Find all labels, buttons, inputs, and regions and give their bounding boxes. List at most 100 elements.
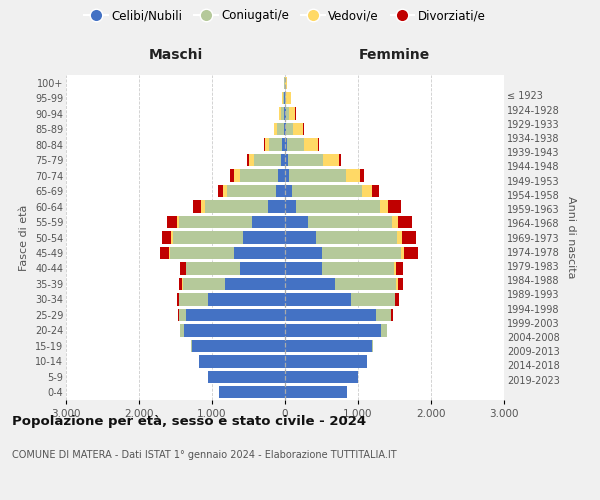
Bar <box>285 355 367 368</box>
Text: Maschi: Maschi <box>148 48 203 62</box>
Bar <box>323 154 338 166</box>
Bar <box>396 278 398 290</box>
Bar <box>282 92 283 104</box>
Bar <box>286 108 289 120</box>
Bar <box>269 138 283 151</box>
Bar <box>360 170 364 182</box>
Bar <box>176 216 179 228</box>
Bar <box>289 108 295 120</box>
Bar <box>346 170 360 182</box>
Bar <box>205 200 268 212</box>
Bar <box>322 262 394 274</box>
Bar <box>372 185 379 198</box>
Bar <box>179 308 187 321</box>
Y-axis label: Fasce di età: Fasce di età <box>19 204 29 270</box>
Bar <box>283 92 284 104</box>
Bar <box>388 200 401 212</box>
Bar <box>278 170 285 182</box>
Bar <box>247 154 249 166</box>
Bar <box>183 278 225 290</box>
Bar <box>234 247 285 259</box>
Bar <box>285 232 316 243</box>
Bar <box>249 154 254 166</box>
Text: Popolazione per età, sesso e stato civile - 2024: Popolazione per età, sesso e stato civil… <box>12 415 366 428</box>
Bar <box>286 92 290 104</box>
Bar <box>225 278 285 290</box>
Bar <box>173 232 244 243</box>
Bar <box>223 185 227 198</box>
Bar <box>285 308 376 321</box>
Bar <box>252 216 285 228</box>
Bar <box>285 170 289 182</box>
Bar <box>285 247 322 259</box>
Bar <box>244 232 285 243</box>
Bar <box>285 200 296 212</box>
Bar <box>287 138 304 151</box>
Bar <box>286 76 287 89</box>
Text: COMUNE DI MATERA - Dati ISTAT 1° gennaio 2024 - Elaborazione TUTTITALIA.IT: COMUNE DI MATERA - Dati ISTAT 1° gennaio… <box>12 450 397 460</box>
Bar <box>227 185 275 198</box>
Bar <box>285 154 288 166</box>
Bar <box>335 278 396 290</box>
Bar <box>396 262 403 274</box>
Bar <box>170 247 234 259</box>
Bar <box>193 200 202 212</box>
Bar <box>275 185 285 198</box>
Bar <box>362 185 372 198</box>
Bar <box>285 216 308 228</box>
Bar <box>220 386 285 398</box>
Bar <box>192 340 285 352</box>
Bar <box>285 185 292 198</box>
Bar <box>199 355 285 368</box>
Bar <box>208 293 285 306</box>
Y-axis label: Anni di nascita: Anni di nascita <box>566 196 577 279</box>
Bar <box>288 154 323 166</box>
Bar <box>179 293 208 306</box>
Bar <box>296 200 380 212</box>
Bar <box>240 170 278 182</box>
Bar <box>283 138 285 151</box>
Bar <box>187 262 240 274</box>
Bar <box>202 200 205 212</box>
Bar <box>286 123 293 136</box>
Bar <box>404 247 418 259</box>
Bar <box>187 308 285 321</box>
Bar <box>240 262 285 274</box>
Bar <box>169 247 170 259</box>
Bar <box>177 293 179 306</box>
Bar <box>322 247 401 259</box>
Bar <box>401 232 416 243</box>
Bar <box>230 170 234 182</box>
Bar <box>277 123 284 136</box>
Bar <box>284 108 285 120</box>
Bar <box>179 216 252 228</box>
Bar <box>392 216 398 228</box>
Bar <box>285 293 350 306</box>
Bar <box>285 278 335 290</box>
Bar <box>292 185 362 198</box>
Bar <box>178 308 179 321</box>
Bar <box>391 308 392 321</box>
Bar <box>281 108 284 120</box>
Bar <box>160 247 169 259</box>
Bar <box>285 138 287 151</box>
Bar <box>285 386 347 398</box>
Bar <box>372 340 373 352</box>
Bar <box>380 324 387 336</box>
Bar <box>285 123 286 136</box>
Bar <box>167 216 176 228</box>
Bar <box>316 232 397 243</box>
Bar <box>172 232 173 243</box>
Bar <box>285 92 286 104</box>
Bar <box>285 262 322 274</box>
Bar <box>254 154 281 166</box>
Bar <box>281 154 285 166</box>
Bar <box>395 293 399 306</box>
Bar <box>274 123 277 136</box>
Bar <box>265 138 269 151</box>
Bar <box>185 262 187 274</box>
Bar <box>304 138 318 151</box>
Bar <box>376 308 391 321</box>
Bar <box>398 216 412 228</box>
Bar <box>308 216 392 228</box>
